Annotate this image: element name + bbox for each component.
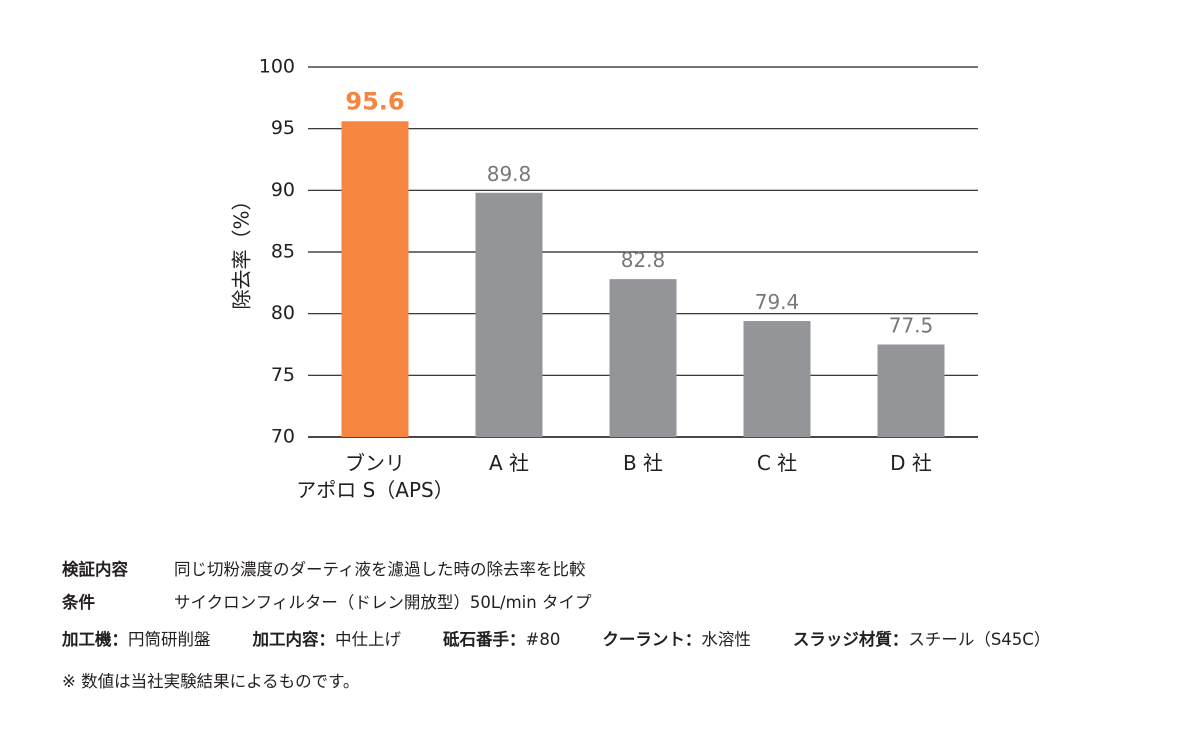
y-tick-label-100: 100	[259, 56, 295, 78]
y-axis-label: 除去率（%）	[230, 190, 254, 309]
bar-1	[475, 192, 543, 437]
spec-coolant: クーラント：水溶性	[602, 626, 751, 650]
y-tick-label-80: 80	[271, 302, 295, 324]
y-tick-labels: 70 75 80 85 90 95 100	[259, 56, 295, 448]
bar-2	[609, 279, 677, 437]
notes-row-conditions: 条件 サイクロンフィルター（ドレン開放型）50L/min タイプ	[62, 589, 591, 613]
bar-chart: 70 75 80 85 90 95 100 95.6 89.8 82.8 79.4 77.5 ブンリ…	[230, 56, 978, 502]
y-tick-label-75: 75	[271, 364, 295, 386]
machine-value: 円筒研削盤	[128, 630, 211, 649]
y-tick-label-90: 90	[271, 179, 295, 201]
value-label-0: 95.6	[345, 87, 404, 115]
y-tick-label-85: 85	[271, 241, 295, 263]
value-label-2: 82.8	[621, 248, 666, 272]
bar-4	[877, 344, 945, 437]
coolant-value: 水溶性	[701, 630, 751, 649]
value-label-4: 77.5	[889, 314, 934, 338]
bar-0	[341, 121, 409, 438]
spec-wheel: 砥石番手：#80	[443, 626, 560, 650]
wheel-value: #80	[525, 630, 561, 649]
notes-row-specs: 加工機：円筒研削盤 加工内容：中仕上げ 砥石番手：#80 クーラント：水溶性 スラッジ材…	[62, 626, 1050, 650]
conditions-value: サイクロンフィルター（ドレン開放型）50L/min タイプ	[174, 593, 592, 612]
bar-3	[743, 321, 811, 437]
spec-sludge: スラッジ材質：スチール（S45C）	[793, 626, 1051, 650]
category-label-0: ブンリアポロ S（APS）	[296, 451, 454, 502]
purpose-key: 検証内容	[62, 560, 128, 579]
value-label-1: 89.8	[487, 162, 532, 186]
bars	[341, 121, 945, 438]
coolant-key: クーラント：	[602, 630, 702, 649]
spec-process: 加工内容：中仕上げ	[253, 626, 402, 650]
conditions-key: 条件	[62, 593, 95, 612]
spec-machine: 加工機：円筒研削盤	[62, 626, 211, 650]
sludge-value: スチール（S45C）	[908, 630, 1051, 649]
category-labels: ブンリアポロ S（APS） A 社 B 社 C 社 D 社	[296, 451, 932, 502]
category-label-4: D 社	[890, 451, 932, 475]
category-label-3: C 社	[757, 451, 797, 475]
footnote: ※ 数値は当社実験結果によるものです。	[62, 672, 360, 691]
value-label-3: 79.4	[755, 290, 800, 314]
value-labels: 95.6 89.8 82.8 79.4 77.5	[345, 87, 933, 337]
notes-row-purpose: 検証内容 同じ切粉濃度のダーティ液を濾過した時の除去率を比較	[62, 556, 586, 580]
process-key: 加工内容：	[252, 630, 336, 649]
wheel-key: 砥石番手：	[443, 630, 526, 649]
y-tick-label-70: 70	[271, 426, 295, 448]
y-tick-label-95: 95	[271, 117, 295, 139]
purpose-value: 同じ切粉濃度のダーティ液を濾過した時の除去率を比較	[174, 560, 586, 579]
category-label-2: B 社	[623, 451, 663, 475]
sludge-key: スラッジ材質：	[792, 630, 909, 649]
process-value: 中仕上げ	[335, 630, 401, 649]
category-label-1: A 社	[489, 451, 529, 475]
machine-key: 加工機：	[62, 630, 128, 649]
